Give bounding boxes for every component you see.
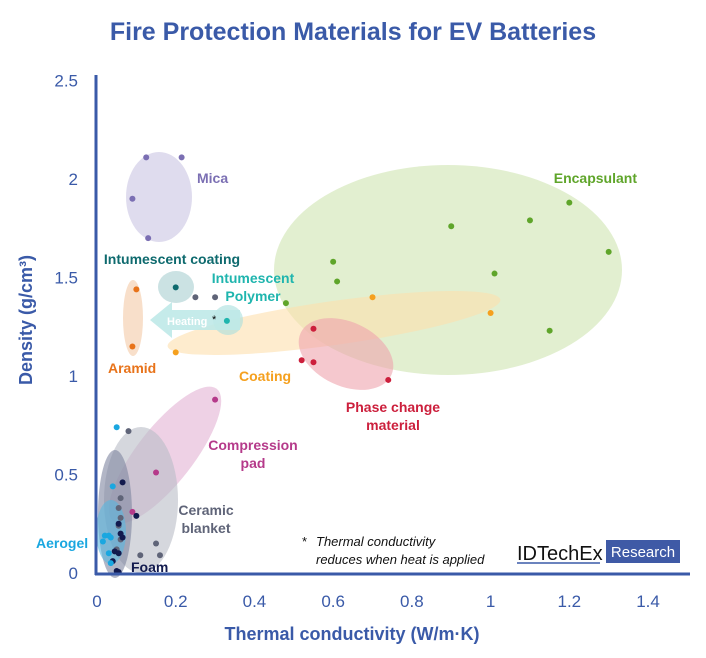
point-encapsulant (448, 223, 455, 230)
logo-badge (606, 540, 680, 563)
label-ceramic-2: blanket (181, 520, 230, 536)
point-mica (143, 154, 150, 161)
point-ceramic-blanket (117, 514, 124, 521)
point-ceramic-blanket (125, 428, 132, 435)
region-phase-change (298, 318, 394, 390)
label-phase-change-1: Phase change (346, 399, 440, 415)
point-encapsulant (605, 248, 612, 255)
x-tick-label: 0.4 (243, 592, 267, 611)
point-mica (178, 154, 185, 161)
idtechex-logo: IDTechEx Research (517, 540, 680, 565)
x-tick-label: 0.8 (400, 592, 424, 611)
point-phase-change-material (310, 325, 317, 332)
point-mica (145, 235, 152, 242)
point-phase-change-material (385, 376, 392, 383)
label-aerogel: Aerogel (36, 535, 88, 551)
label-intumescent-polymer-1: Intumescent (212, 270, 295, 286)
point-foam (133, 512, 140, 519)
logo-badge-text: Research (611, 544, 675, 561)
point-ceramic-blanket (117, 495, 124, 502)
point-coating (172, 349, 179, 356)
y-tick-label: 0.5 (54, 466, 78, 485)
point-ceramic-blanket (212, 294, 219, 301)
note-line-1: Thermal conductivity (316, 534, 437, 549)
point-intumescent-coating (172, 284, 179, 291)
point-phase-change-material (310, 359, 317, 366)
x-tick-label: 0.2 (164, 592, 188, 611)
label-ceramic-1: Ceramic (178, 502, 233, 518)
x-tick-label: 0 (92, 592, 101, 611)
point-foam (119, 534, 126, 541)
label-compression-1: Compression (208, 437, 297, 453)
point-encapsulant (566, 199, 573, 206)
point-compression-pad (129, 508, 136, 515)
point-encapsulant (334, 278, 341, 285)
y-tick-label: 1 (69, 367, 78, 386)
logo-brand: IDTechEx (517, 543, 603, 565)
point-ceramic-blanket (115, 504, 122, 511)
heating-arrow-shape (150, 302, 240, 338)
label-compression-2: pad (241, 455, 266, 471)
point-encapsulant (282, 300, 289, 307)
label-mica: Mica (197, 170, 228, 186)
label-intumescent-coating: Intumescent coating (104, 251, 240, 267)
label-encapsulant: Encapsulant (554, 170, 638, 186)
heating-arrow: Heating * (150, 302, 240, 338)
y-tick-label: 2.5 (54, 72, 78, 91)
point-foam (119, 479, 126, 486)
point-compression-pad (153, 469, 160, 476)
point-encapsulant (491, 270, 498, 277)
point-aerogel (113, 424, 120, 431)
point-aramid (133, 286, 140, 293)
point-coating (369, 294, 376, 301)
heating-label: Heating (167, 316, 207, 328)
chart-title: Fire Protection Materials for EV Batteri… (110, 18, 596, 46)
y-tick-label: 0 (69, 564, 78, 583)
y-axis-label: Density (g/cm³) (16, 255, 36, 385)
point-aerogel (107, 534, 114, 541)
region-mica (126, 152, 192, 242)
x-tick-label: 0.6 (321, 592, 345, 611)
region-aramid (123, 280, 143, 356)
label-aramid: Aramid (108, 360, 156, 376)
point-aramid (129, 343, 136, 350)
point-compression-pad (212, 396, 219, 403)
point-encapsulant (526, 217, 533, 224)
point-encapsulant (330, 258, 337, 265)
label-foam: Foam (131, 559, 168, 575)
note-asterisk: * (302, 534, 307, 549)
point-intumescent-polymer (223, 317, 230, 324)
point-ceramic-blanket (137, 552, 144, 559)
point-mica (129, 195, 136, 202)
point-aerogel (109, 483, 116, 490)
x-axis-label: Thermal conductivity (W/m·K) (224, 624, 479, 644)
point-aerogel (99, 538, 106, 545)
x-tick-label: 1 (486, 592, 495, 611)
y-tick-label: 1.5 (54, 269, 78, 288)
point-ceramic-blanket (192, 294, 199, 301)
label-coating: Coating (239, 368, 291, 384)
point-coating (487, 309, 494, 316)
point-foam (115, 520, 122, 527)
point-ceramic-blanket (153, 540, 160, 547)
y-tick-label: 2 (69, 170, 78, 189)
point-phase-change-material (298, 357, 305, 364)
point-aerogel (105, 550, 112, 557)
label-phase-change-2: material (366, 417, 420, 433)
point-ceramic-blanket (156, 552, 163, 559)
note-line-2: reduces when heat is applied (316, 552, 485, 567)
x-tick-label: 1.2 (557, 592, 581, 611)
label-intumescent-polymer-2: Polymer (225, 288, 281, 304)
point-encapsulant (546, 327, 553, 334)
heating-asterisk: * (212, 314, 217, 326)
x-tick-label: 1.4 (636, 592, 660, 611)
point-foam (115, 550, 122, 557)
point-aerogel (107, 560, 114, 567)
